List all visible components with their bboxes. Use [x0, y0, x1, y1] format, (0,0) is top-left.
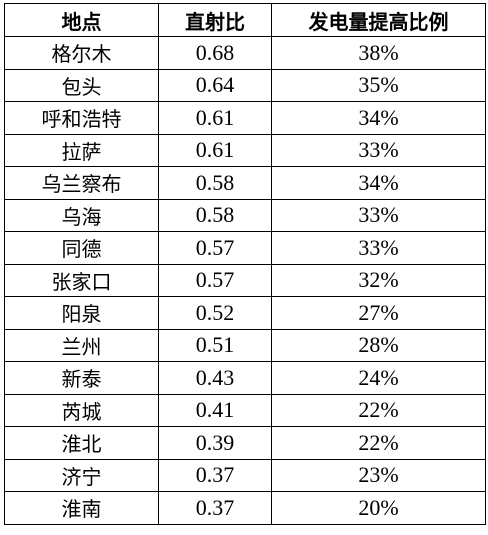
- location-cell: 呼和浩特: [4, 101, 159, 135]
- generation-increase-cell: 32%: [271, 263, 486, 297]
- direct-ratio-cell: 0.58: [158, 166, 272, 200]
- table-row: 格尔木 0.68 38%: [4, 36, 486, 70]
- table-row: 新泰 0.43 24%: [4, 361, 486, 395]
- generation-increase-cell: 34%: [271, 166, 486, 200]
- location-cell: 淮北: [4, 426, 159, 460]
- location-cell: 阳泉: [4, 296, 159, 330]
- column-header-location: 地点: [4, 3, 159, 37]
- generation-increase-cell: 33%: [271, 231, 486, 265]
- table-row: 同德 0.57 33%: [4, 231, 486, 265]
- direct-ratio-cell: 0.61: [158, 101, 272, 135]
- location-cell: 乌兰察布: [4, 166, 159, 200]
- generation-increase-cell: 34%: [271, 101, 486, 135]
- table-row: 兰州 0.51 28%: [4, 328, 486, 362]
- table-row: 淮南 0.37 20%: [4, 491, 486, 525]
- location-cell: 乌海: [4, 198, 159, 232]
- generation-increase-cell: 33%: [271, 133, 486, 167]
- direct-ratio-cell: 0.61: [158, 133, 272, 167]
- direct-ratio-cell: 0.41: [158, 393, 272, 427]
- location-cell: 新泰: [4, 361, 159, 395]
- direct-ratio-cell: 0.58: [158, 198, 272, 232]
- location-cell: 同德: [4, 231, 159, 265]
- direct-ratio-cell: 0.37: [158, 458, 272, 492]
- direct-ratio-cell: 0.37: [158, 491, 272, 525]
- table-row: 芮城 0.41 22%: [4, 393, 486, 427]
- location-cell: 张家口: [4, 263, 159, 297]
- table-row: 淮北 0.39 22%: [4, 426, 486, 460]
- direct-ratio-cell: 0.52: [158, 296, 272, 330]
- location-cell: 兰州: [4, 328, 159, 362]
- location-cell: 淮南: [4, 491, 159, 525]
- column-header-generation-increase: 发电量提高比例: [271, 3, 486, 37]
- header-row: 地点 直射比 发电量提高比例: [4, 3, 486, 37]
- generation-increase-cell: 35%: [271, 68, 486, 102]
- direct-ratio-cell: 0.57: [158, 263, 272, 297]
- direct-ratio-cell: 0.51: [158, 328, 272, 362]
- direct-ratio-cell: 0.64: [158, 68, 272, 102]
- table-row: 乌海 0.58 33%: [4, 198, 486, 232]
- direct-ratio-cell: 0.57: [158, 231, 272, 265]
- table-row: 拉萨 0.61 33%: [4, 133, 486, 167]
- location-cell: 拉萨: [4, 133, 159, 167]
- generation-increase-cell: 20%: [271, 491, 486, 525]
- direct-ratio-cell: 0.39: [158, 426, 272, 460]
- generation-increase-cell: 23%: [271, 458, 486, 492]
- data-table: 地点 直射比 发电量提高比例 格尔木 0.68 38% 包头 0.64 35% …: [4, 3, 486, 525]
- generation-increase-cell: 38%: [271, 36, 486, 70]
- direct-ratio-cell: 0.68: [158, 36, 272, 70]
- location-cell: 格尔木: [4, 36, 159, 70]
- generation-increase-cell: 28%: [271, 328, 486, 362]
- location-cell: 包头: [4, 68, 159, 102]
- table-row: 乌兰察布 0.58 34%: [4, 166, 486, 200]
- direct-ratio-cell: 0.43: [158, 361, 272, 395]
- table-row: 济宁 0.37 23%: [4, 458, 486, 492]
- location-cell: 济宁: [4, 458, 159, 492]
- table-row: 阳泉 0.52 27%: [4, 296, 486, 330]
- generation-increase-cell: 22%: [271, 393, 486, 427]
- generation-increase-cell: 24%: [271, 361, 486, 395]
- table-row: 张家口 0.57 32%: [4, 263, 486, 297]
- generation-increase-cell: 22%: [271, 426, 486, 460]
- column-header-direct-ratio: 直射比: [158, 3, 272, 37]
- generation-increase-cell: 33%: [271, 198, 486, 232]
- table-row: 呼和浩特 0.61 34%: [4, 101, 486, 135]
- generation-increase-cell: 27%: [271, 296, 486, 330]
- table-row: 包头 0.64 35%: [4, 68, 486, 102]
- location-cell: 芮城: [4, 393, 159, 427]
